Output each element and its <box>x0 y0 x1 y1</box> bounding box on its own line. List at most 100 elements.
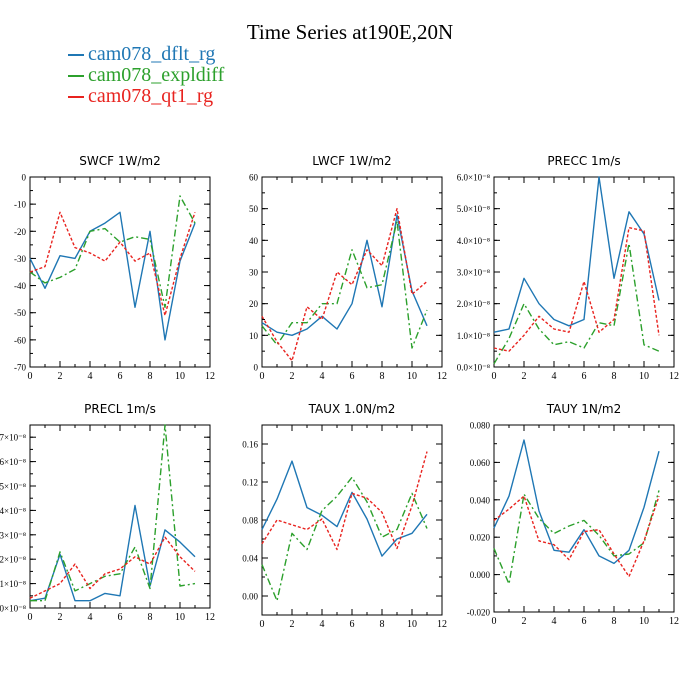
y-tick-label: 6.0×10⁻⁸ <box>457 173 490 183</box>
plot-frame <box>29 424 211 609</box>
legend-label-dflt: cam078_dflt_rg <box>88 43 216 65</box>
panel-title: TAUX 1.0N/m2 <box>308 402 396 416</box>
x-tick-label: 8 <box>380 619 385 630</box>
x-tick-label: 12 <box>669 616 679 627</box>
x-tick-label: 4 <box>88 612 93 623</box>
page-title: Time Series at190E,20N <box>246 20 454 44</box>
series-line-cam078-qt1-rg <box>29 211 196 317</box>
series-line-cam078-dflt-rg <box>493 439 660 565</box>
x-tick-label: 8 <box>148 371 153 382</box>
y-tick-label: 0.080 <box>470 421 491 431</box>
x-tick-label: 6 <box>582 616 587 627</box>
y-tick-label: 2.0×10⁻⁸ <box>457 299 490 309</box>
x-tick-label: 12 <box>437 619 447 630</box>
y-tick-label: 5.0×10⁻⁸ <box>457 204 490 214</box>
series-line-cam078-dflt-rg <box>493 176 660 333</box>
panel-title: PRECC 1m/s <box>547 154 620 168</box>
y-tick-label: -20 <box>14 227 26 237</box>
y-tick-label: -40 <box>14 281 26 291</box>
y-tick-label: 10 <box>249 331 259 341</box>
y-tick-label: -50 <box>14 308 26 318</box>
x-tick-label: 0 <box>260 619 265 630</box>
x-tick-label: 8 <box>148 612 153 623</box>
x-tick-label: 4 <box>552 616 557 627</box>
x-tick-label: 6 <box>350 619 355 630</box>
legend-swatch-qt1 <box>68 95 84 98</box>
x-tick-label: 10 <box>175 612 185 623</box>
y-tick-label: 0.12 <box>242 478 258 488</box>
series-line-cam078-expldiff <box>29 195 196 308</box>
x-tick-label: 0 <box>260 371 265 382</box>
x-tick-label: 8 <box>380 371 385 382</box>
y-tick-label: 30 <box>249 268 259 278</box>
legend-label-expldiff: cam078_expldiff <box>88 64 225 86</box>
x-tick-label: 0 <box>492 371 497 382</box>
x-tick-label: 12 <box>437 371 447 382</box>
x-tick-label: 4 <box>88 371 93 382</box>
chart-panel-5: TAUY 1N/m2 0 2 4 6 8 10 12 -0.020 0.000 0.020 0.040… <box>467 402 679 627</box>
y-tick-label: 4×10⁻⁸ <box>0 506 26 516</box>
chart-panel-3: PRECL 1m/s 0 2 4 6 8 10 12 0×10⁻⁸ 1×10⁻⁸ 2×10⁻⁸ 3×1… <box>0 402 215 623</box>
series-line-cam078-expldiff <box>261 220 428 349</box>
series-line-cam078-qt1-rg <box>29 536 196 599</box>
y-tick-label: 3×10⁻⁸ <box>0 530 26 540</box>
y-tick-label: 0 <box>22 173 27 183</box>
series-line-cam078-dflt-rg <box>261 460 428 557</box>
plot-frame <box>29 176 211 368</box>
x-tick-label: 2 <box>522 616 527 627</box>
y-tick-label: 20 <box>249 299 259 309</box>
x-tick-label: 0 <box>28 612 33 623</box>
x-tick-label: 10 <box>407 619 417 630</box>
y-tick-label: 7×10⁻⁸ <box>0 433 26 443</box>
x-tick-label: 2 <box>290 619 295 630</box>
x-tick-label: 2 <box>58 371 63 382</box>
y-tick-label: 0.00 <box>242 592 258 602</box>
y-tick-label: -70 <box>14 363 26 373</box>
series-line-cam078-qt1-rg <box>493 226 660 352</box>
y-tick-label: -30 <box>14 254 26 264</box>
series-line-cam078-expldiff <box>493 242 660 365</box>
series-line-cam078-qt1-rg <box>261 451 428 551</box>
plot-frame <box>261 424 443 616</box>
y-tick-label: 0×10⁻⁸ <box>0 604 26 614</box>
x-tick-label: 2 <box>290 371 295 382</box>
x-tick-label: 6 <box>582 371 587 382</box>
y-tick-label: 6×10⁻⁸ <box>0 457 26 467</box>
x-tick-label: 10 <box>175 371 185 382</box>
y-tick-label: 0.040 <box>470 495 491 505</box>
legend-item-dflt: cam078_dflt_rg <box>68 44 224 65</box>
x-tick-label: 10 <box>639 616 649 627</box>
legend-swatch-dflt <box>68 53 84 56</box>
legend-label-qt1: cam078_qt1_rg <box>88 85 214 107</box>
plot-frame <box>261 176 443 368</box>
x-tick-label: 0 <box>492 616 497 627</box>
panel-title: SWCF 1W/m2 <box>79 154 160 168</box>
y-tick-label: 60 <box>249 173 259 183</box>
y-tick-label: 0.04 <box>242 554 258 564</box>
y-tick-label: 3.0×10⁻⁸ <box>457 268 490 278</box>
chart-panel-1: LWCF 1W/m2 0 2 4 6 8 10 12 0 10 20 30 40 50 60 <box>249 154 447 382</box>
y-tick-label: -60 <box>14 335 26 345</box>
y-tick-label: -10 <box>14 200 26 210</box>
x-tick-label: 6 <box>350 371 355 382</box>
legend-item-qt1: cam078_qt1_rg <box>68 86 224 107</box>
x-tick-label: 12 <box>669 371 679 382</box>
x-tick-label: 4 <box>320 619 325 630</box>
y-tick-label: 0.060 <box>470 458 491 468</box>
y-tick-label: 0.08 <box>242 516 258 526</box>
y-tick-label: 50 <box>249 204 259 214</box>
y-tick-label: 0.000 <box>470 570 491 580</box>
chart-panel-2: PRECC 1m/s 0 2 4 6 8 10 12 0.0×10⁻⁸ 1.0×10⁻⁸ 2.0×1… <box>457 154 679 382</box>
x-tick-label: 8 <box>612 371 617 382</box>
y-tick-label: 5×10⁻⁸ <box>0 482 26 492</box>
x-tick-label: 6 <box>118 612 123 623</box>
y-tick-label: 0.0×10⁻⁸ <box>457 363 490 373</box>
x-tick-label: 4 <box>320 371 325 382</box>
y-tick-label: 2×10⁻⁸ <box>0 555 26 565</box>
y-tick-label: 0 <box>254 363 259 373</box>
y-tick-label: -0.020 <box>467 608 491 618</box>
series-line-cam078-expldiff <box>30 424 196 602</box>
series-line-cam078-dflt-rg <box>261 214 428 336</box>
x-tick-label: 2 <box>58 612 63 623</box>
